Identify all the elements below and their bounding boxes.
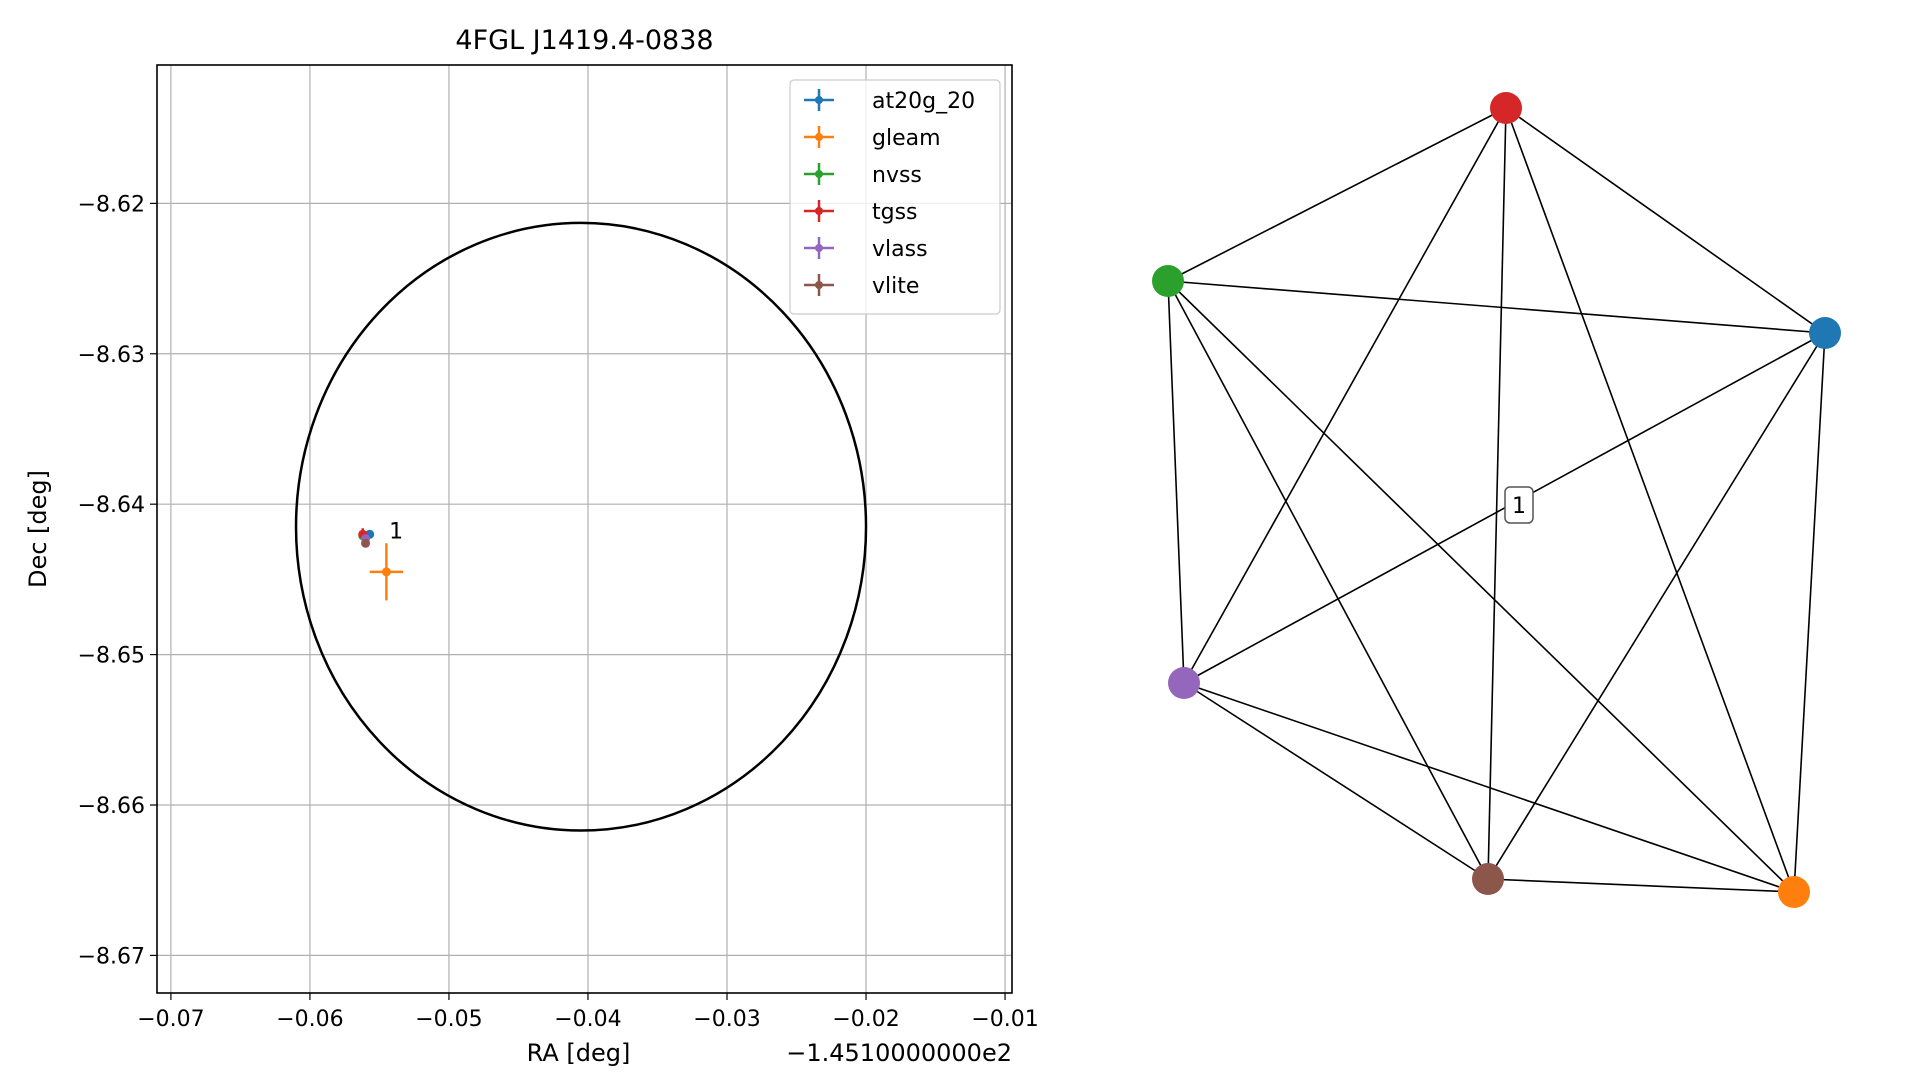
- x-tick-label: −0.02: [832, 1007, 899, 1032]
- legend-entry-vlass: vlass: [804, 237, 928, 262]
- legend-marker-dot: [815, 244, 823, 252]
- legend-label: at20g_20: [872, 89, 975, 114]
- edge-tgss-vlite: [1487, 107, 1507, 880]
- legend-entry-nvss: nvss: [804, 163, 922, 188]
- edge-vlass-vlite: [1183, 682, 1489, 880]
- node-vlass: [1168, 667, 1200, 699]
- legend-marker-dot: [815, 133, 823, 141]
- point-marker: [381, 567, 391, 577]
- nodes-layer: [1152, 92, 1841, 908]
- edge-gleam-tgss: [1505, 107, 1795, 893]
- y-ticks: −8.62 −8.63 −8.64 −8.65 −8.66 −8.67: [78, 192, 157, 969]
- edge-gleam-nvss: [1167, 280, 1795, 893]
- legend-marker-dot: [815, 281, 823, 289]
- legend-entry-vlite: vlite: [804, 274, 919, 299]
- edge-label-box: [1504, 486, 1534, 524]
- x-tick-label: −0.05: [415, 1007, 482, 1032]
- point-marker: [361, 538, 371, 548]
- y-tick-label: −8.67: [78, 944, 145, 969]
- point-vlite: [361, 538, 371, 548]
- edge-gleam-vlass: [1183, 682, 1795, 893]
- point-gleam: [369, 543, 404, 601]
- node-nvss: [1152, 265, 1184, 297]
- edge-at20g-20-nvss: [1167, 280, 1826, 334]
- y-tick-label: −8.63: [78, 343, 145, 368]
- legend-label: vlass: [872, 237, 928, 262]
- y-tick-label: −8.64: [78, 493, 145, 518]
- edge-label-text: 1: [1512, 494, 1526, 519]
- y-tick-label: −8.62: [78, 192, 145, 217]
- scatter-panel: 1 −0.07 −0.06 −0.05 −0.04 −0.03 −0.02 −0.01 −8…: [24, 25, 1039, 1067]
- x-tick-label: −0.01: [971, 1007, 1038, 1032]
- node-at20g-20: [1809, 317, 1841, 349]
- x-ticks: −0.07 −0.06 −0.05 −0.04 −0.03 −0.02 −0.01: [137, 993, 1039, 1032]
- edges-layer: [1167, 107, 1826, 893]
- x-tick-label: −0.04: [554, 1007, 621, 1032]
- legend-entry-tgss: tgss: [804, 200, 918, 225]
- edge-tgss-vlass: [1183, 107, 1507, 684]
- x-axis-offset: −1.4510000000e2: [786, 1039, 1012, 1067]
- node-vlite: [1472, 863, 1504, 895]
- y-axis-label: Dec [deg]: [24, 470, 52, 588]
- y-tick-label: −8.66: [78, 794, 145, 819]
- node-tgss: [1490, 92, 1522, 124]
- ellipse-layer: [294, 221, 868, 832]
- x-tick-label: −0.03: [693, 1007, 760, 1032]
- legend-label: vlite: [872, 274, 919, 299]
- x-tick-label: −0.06: [276, 1007, 343, 1032]
- chart-title: 4FGL J1419.4-0838: [455, 25, 713, 56]
- edge-at20g-20-vlite: [1487, 332, 1826, 880]
- edge-at20g-20-tgss: [1505, 107, 1826, 334]
- points-layer: [358, 528, 404, 601]
- node-gleam: [1778, 876, 1810, 908]
- network-panel: 1: [1152, 92, 1841, 908]
- x-tick-label: −0.07: [137, 1007, 204, 1032]
- edge-nvss-vlass: [1167, 280, 1185, 684]
- legend-frame: [789, 79, 1001, 315]
- edge-nvss-vlite: [1167, 280, 1489, 880]
- legend-label: nvss: [872, 163, 922, 188]
- edge-at20g-20-gleam: [1793, 332, 1826, 893]
- legend-label: tgss: [872, 200, 918, 225]
- legend-marker-dot: [815, 170, 823, 178]
- positional-ellipse: [294, 221, 868, 832]
- edge-gleam-vlite: [1487, 878, 1795, 893]
- legend-entry-gleam: gleam: [804, 126, 941, 151]
- legend-label: gleam: [872, 126, 941, 151]
- match-annotation: 1: [389, 519, 403, 544]
- edge-label: 1: [1504, 486, 1534, 524]
- legend-marker-dot: [815, 96, 823, 104]
- edge-nvss-tgss: [1167, 107, 1507, 282]
- y-tick-label: −8.65: [78, 644, 145, 669]
- x-axis-label: RA [deg]: [527, 1039, 631, 1067]
- legend-marker-dot: [815, 207, 823, 215]
- axes-frame: [156, 64, 1013, 994]
- legend-entry-at20g-20: at20g_20: [804, 89, 975, 114]
